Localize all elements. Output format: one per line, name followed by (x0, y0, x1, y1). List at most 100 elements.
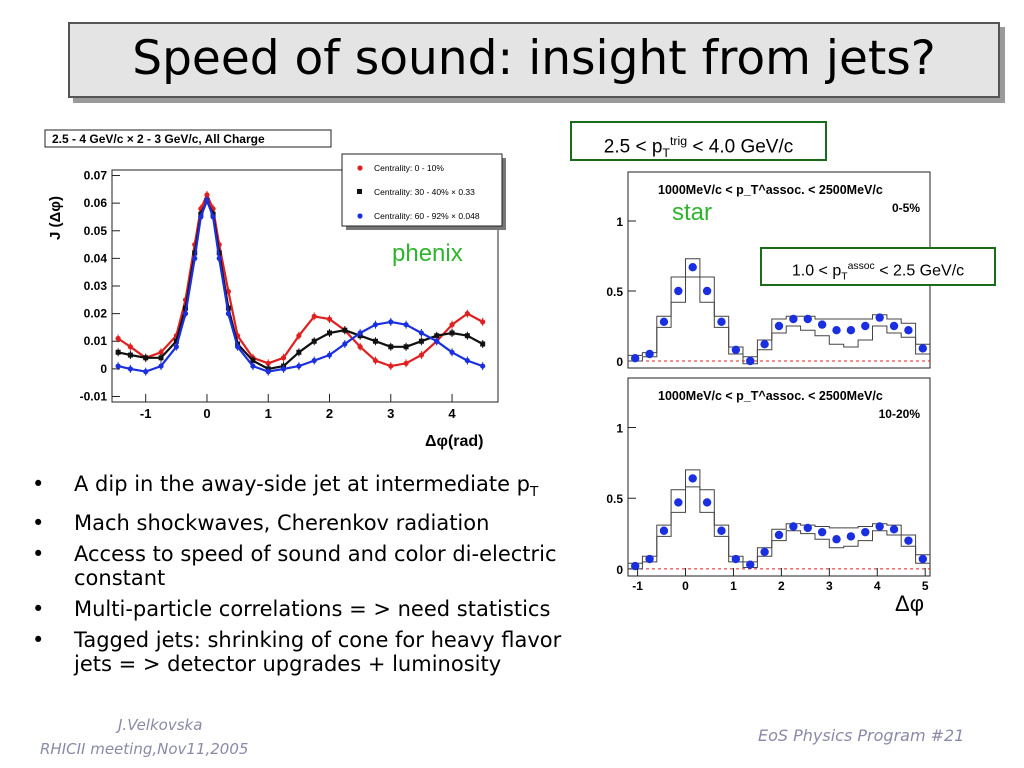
phenix-y-tick-label: 0.02 (84, 307, 108, 321)
star-data-point (674, 286, 683, 296)
phenix-data-point (250, 363, 256, 369)
footer-program: EoS Physics Program #21 (758, 726, 965, 745)
star-data-point (904, 326, 913, 335)
star-data-point (774, 321, 784, 331)
phenix-data-point (296, 363, 302, 369)
phenix-data-point (265, 360, 271, 366)
star-data-point (630, 561, 640, 571)
phenix-chart-header: 2.5 - 4 GeV/c × 2 - 3 GeV/c, All Charge (44, 129, 332, 148)
trig-text2: < 4.0 GeV/c (687, 136, 794, 158)
bullet-item: • Access to speed of sound and color di-e… (32, 542, 557, 591)
phenix-x-tick-label: 3 (387, 406, 394, 421)
star-x-tick-label: 2 (778, 579, 785, 593)
star-panel-title: 1000MeV/c < p_T^assoc. < 2500MeV/c (658, 389, 883, 403)
phenix-data-point (480, 319, 486, 325)
phenix-data-point (182, 311, 189, 317)
star-data-point (688, 263, 697, 272)
star-data-point (832, 535, 841, 544)
star-data-point (803, 314, 812, 324)
assoc-text2: < 2.5 GeV/c (874, 262, 965, 280)
star-data-point (817, 527, 827, 537)
star-x-tick-label: 0 (682, 579, 689, 593)
star-data-point (674, 498, 683, 507)
phenix-data-point (418, 338, 424, 344)
phenix-x-tick-label: 2 (326, 406, 333, 421)
star-data-point (659, 317, 669, 326)
phenix-data-point (311, 313, 317, 319)
assoc-pt-box: 1.0 < pTassoc < 2.5 GeV/c (760, 247, 996, 286)
phenix-data-point (357, 330, 363, 336)
phenix-data-point (115, 335, 121, 342)
star-data-point (702, 286, 712, 296)
phenix-data-point (204, 197, 210, 203)
phenix-data-point (464, 311, 470, 317)
phenix-y-tick-label: 0.05 (84, 224, 108, 238)
bullet-text: Access to speed of sound and color di-el… (74, 542, 557, 591)
phenix-data-point (449, 349, 455, 355)
assoc-sub: T (841, 271, 848, 283)
phenix-data-point (296, 333, 302, 339)
phenix-data-point (210, 214, 216, 220)
star-data-point (889, 525, 899, 534)
phenix-legend-marker (357, 165, 363, 171)
phenix-data-point (115, 349, 121, 355)
phenix-chart-title: 2.5 - 4 GeV/c × 2 - 3 GeV/c, All Charge (52, 132, 265, 146)
phenix-legend-entry: Centrality: 60 - 92% × 0.048 (374, 211, 480, 221)
phenix-x-tick-label: 4 (448, 406, 456, 421)
star-panel-frame (627, 377, 931, 577)
star-data-point (832, 326, 841, 335)
phenix-legend-marker (357, 213, 363, 219)
phenix-data-point (225, 311, 232, 317)
star-data-point (702, 498, 712, 507)
phenix-x-axis-label: Δφ(rad) (425, 433, 484, 450)
phenix-data-point (296, 349, 302, 355)
star-y-tick-label: 0 (616, 563, 623, 577)
star-data-point (918, 344, 928, 353)
phenix-y-tick-label: 0.04 (84, 251, 108, 265)
phenix-data-point (372, 322, 379, 328)
phenix-data-point (280, 366, 287, 372)
phenix-x-tick-label: 1 (265, 406, 272, 421)
phenix-data-point (143, 369, 149, 375)
bullet-text: Mach shockwaves, Cherenkov radiation (74, 511, 490, 536)
phenix-data-point (327, 330, 333, 336)
star-data-point (918, 554, 928, 564)
phenix-y-tick-label: 0.03 (84, 279, 108, 293)
phenix-data-point (127, 352, 133, 358)
phenix-data-point (216, 255, 222, 261)
phenix-data-point (434, 333, 440, 339)
slide-title: Speed of sound: insight from jets? (132, 31, 936, 86)
assoc-text: 1.0 < p (791, 262, 842, 280)
phenix-legend-entry: Centrality: 0 - 10% (374, 163, 444, 173)
star-correlation-chart: 1000MeV/c < p_T^assoc. < 2500MeV/c 0-5% 0 0… (606, 171, 931, 616)
phenix-data-point (143, 355, 149, 361)
phenix-data-point (235, 344, 241, 350)
star-data-point (746, 356, 755, 366)
phenix-data-point (480, 341, 486, 347)
star-systematic-lower (628, 276, 930, 365)
star-data-point (803, 523, 812, 533)
star-panel-centrality: 10-20% (879, 407, 921, 421)
star-data-point (789, 522, 798, 531)
phenix-data-point (434, 338, 440, 344)
phenix-data-point (265, 369, 271, 375)
star-data-point (760, 547, 769, 557)
phenix-data-point (115, 363, 121, 369)
star-data-point (875, 522, 884, 531)
phenix-data-point (464, 333, 470, 339)
phenix-data-point (158, 355, 164, 361)
star-data-point (904, 536, 913, 545)
phenix-y-tick-label: 0.07 (84, 169, 108, 183)
footer-meeting: RHICII meeting,Nov11,2005 (40, 740, 249, 758)
star-systematic-lower (628, 486, 930, 570)
bullet-list: • A dip in the away-side jet at intermedi… (28, 472, 588, 683)
star-data-point (817, 320, 827, 329)
star-y-tick-label: 1 (616, 215, 623, 229)
phenix-data-point (192, 255, 198, 261)
phenix-y-axis-label: J (Δφ) (47, 196, 64, 240)
star-x-tick-label: -1 (632, 579, 643, 593)
star-label: star (672, 199, 713, 226)
phenix-data-point (449, 322, 455, 328)
star-data-point (875, 313, 884, 322)
phenix-data-point (311, 338, 317, 344)
